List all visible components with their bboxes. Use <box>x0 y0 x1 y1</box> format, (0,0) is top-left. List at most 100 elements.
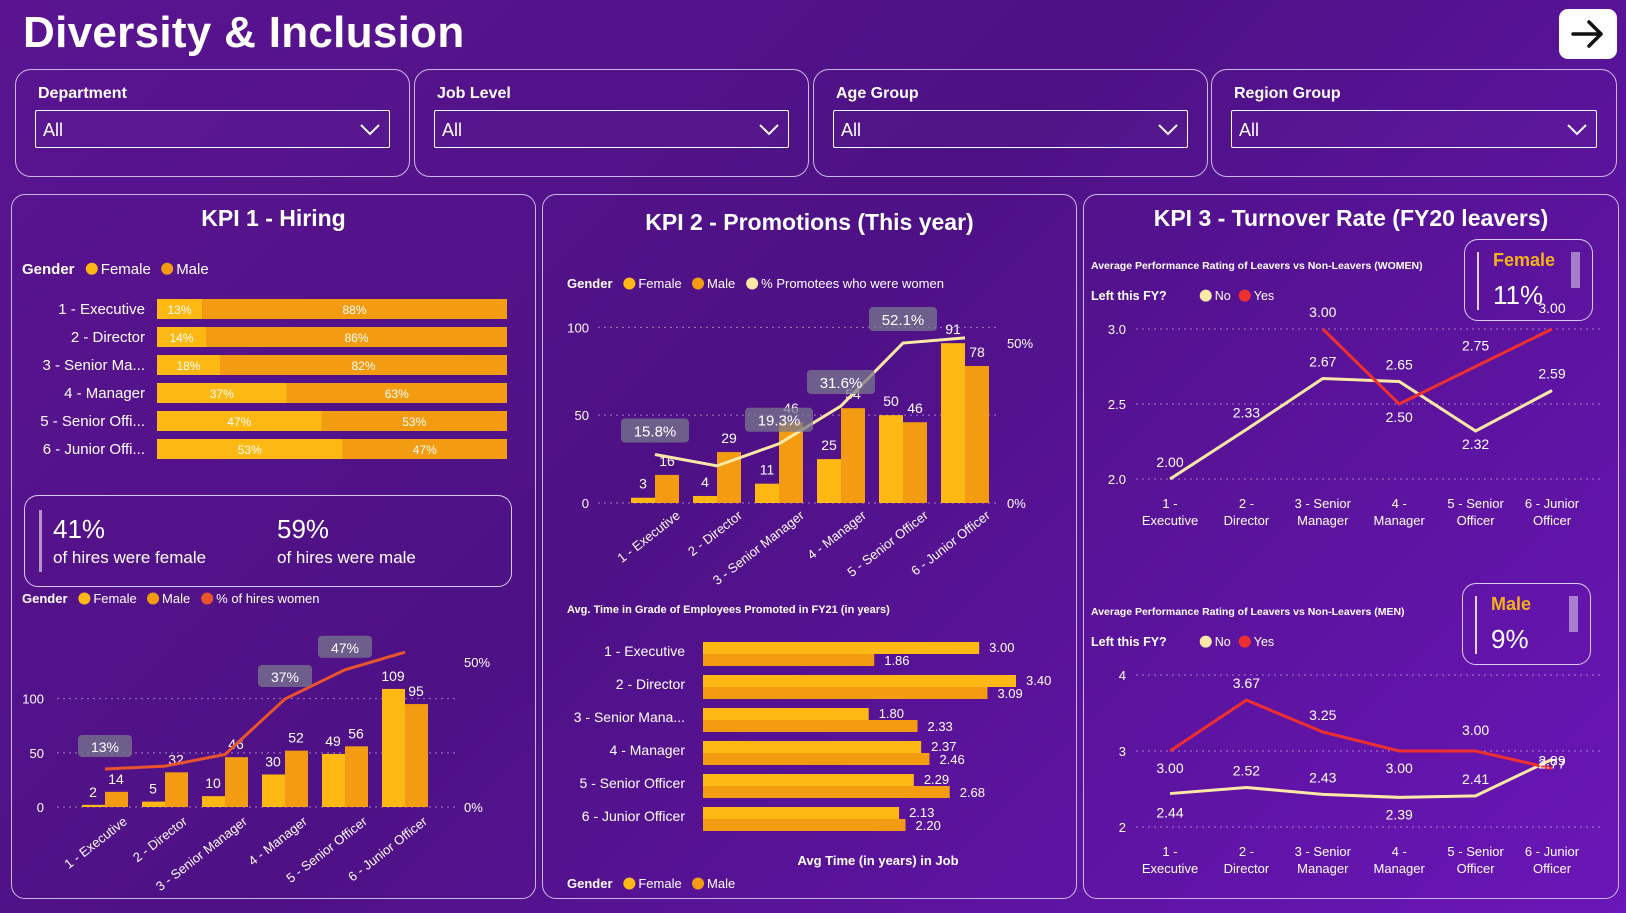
female-stacked-bar <box>157 299 203 319</box>
x-category-label: 4 - <box>1392 496 1407 511</box>
kpi1-top-legend-item: Male <box>176 261 209 278</box>
female-value-label: 4 <box>701 474 709 490</box>
y-tick-label: 0 <box>582 496 589 511</box>
accent-bar <box>1477 252 1479 310</box>
male-tig-label: 2.68 <box>960 785 985 800</box>
region-group-slicer: Region Group All <box>1211 69 1617 177</box>
female-hires-bar <box>262 774 285 807</box>
stacked-category-label: 5 - Senior Offi... <box>40 413 145 430</box>
x-category-label: 1 - Executive <box>61 814 129 872</box>
female-value-label: 25 <box>821 437 837 453</box>
women-pct-label: 47% <box>331 640 359 656</box>
male-stacked-bar <box>342 439 507 459</box>
male-pct-label: 88% <box>343 303 367 317</box>
kpi2-top-legend-item: % Promotees who were women <box>761 276 944 291</box>
kpi2-charts: Gender Female Male % Promotees who were wom… <box>567 276 1051 891</box>
stacked-category-label: 2 - Director <box>71 329 145 346</box>
women-no-label: 2.33 <box>1233 405 1260 421</box>
male-tig-bar <box>703 819 906 831</box>
kpi1-bottom-legend-title: Gender <box>22 591 68 606</box>
slicer-label: Age Group <box>836 85 919 102</box>
female-hire-text: of hires were female <box>53 548 207 567</box>
promotees-pct-label: 31.6% <box>820 375 863 392</box>
age-group-dropdown[interactable]: All <box>833 110 1188 148</box>
x-category-label: 3 - Senior <box>1295 844 1352 859</box>
female-value-label: 49 <box>325 733 341 749</box>
kpi2-title: KPI 2 - Promotions (This year) <box>645 209 974 235</box>
x-category-label: Officer <box>1457 513 1496 528</box>
male-hires-bar <box>165 772 188 807</box>
y-tick-label: 2.0 <box>1108 472 1126 487</box>
women-pct-line <box>104 650 406 771</box>
kpi3-turnover-panel: KPI 3 - Turnover Rate (FY20 leavers) Ave… <box>1083 194 1619 899</box>
female-hires-bar <box>202 796 225 807</box>
kpi1-charts: Gender Female Male 1 - Executive 13% 88% 2 - D… <box>22 261 507 894</box>
region-group-dropdown[interactable]: All <box>1231 110 1597 148</box>
kpi1-top-legend-marker <box>161 262 174 275</box>
chevron-down-icon <box>759 124 779 136</box>
chevron-down-icon <box>360 124 380 136</box>
men-no-label: 2.89 <box>1538 752 1565 768</box>
male-tig-bar <box>703 720 918 732</box>
x-category-label: Manager <box>1297 513 1349 528</box>
male-hires-bar <box>345 746 368 807</box>
male-tig-label: 2.20 <box>916 818 941 833</box>
promotees-pct-label: 15.8% <box>634 423 677 440</box>
women-rating-legend-item: No <box>1215 289 1231 303</box>
kpi2-top-legend-title: Gender <box>567 276 613 291</box>
male-tig-bar <box>703 687 988 699</box>
x-category-label: 6 - Junior <box>1525 496 1580 511</box>
female-tig-bar <box>703 774 914 786</box>
women-rating-no-line <box>1169 376 1553 481</box>
female-pct-label: 37% <box>210 387 234 401</box>
women-yes-label: 3.00 <box>1538 300 1565 316</box>
female-tig-label: 2.13 <box>909 805 934 820</box>
male-tig-bar <box>703 654 875 666</box>
tig-category-label: 6 - Junior Officer <box>582 808 686 824</box>
female-pct-label: 53% <box>238 443 262 457</box>
women-no-label: 2.65 <box>1386 357 1413 373</box>
x-category-label: 1 - <box>1162 496 1177 511</box>
women-pct-label: 13% <box>91 739 119 755</box>
male-pct-label: 82% <box>351 359 375 373</box>
kpi1-bottom-legend-item: Female <box>93 591 136 606</box>
x-category-label: 1 - <box>1162 844 1177 859</box>
x-category-label: 2 - Director <box>130 813 190 865</box>
kpi2-bottom-legend-marker <box>623 877 636 890</box>
female-promo-bar <box>693 495 717 503</box>
male-tig-label: 2.46 <box>939 752 964 767</box>
men-yes-label: 3.00 <box>1386 760 1413 776</box>
women-yes-label: 3.00 <box>1309 304 1336 320</box>
x-category-label: 5 - Senior <box>1447 496 1504 511</box>
men-rating-legend-title: Left this FY? <box>1091 635 1167 649</box>
pct-label-box <box>318 635 372 658</box>
y2-tick-label: 50% <box>1007 336 1033 351</box>
x-category-label: Manager <box>1374 513 1426 528</box>
male-promo-bar <box>903 422 927 503</box>
job-level-dropdown[interactable]: All <box>434 110 789 148</box>
male-value-label: 29 <box>721 430 737 446</box>
kpi3-charts: Average Performance Rating of Leavers vs… <box>1091 260 1604 876</box>
next-page-button[interactable] <box>1559 9 1617 59</box>
kpi2-bottom-legend-item: Male <box>707 876 735 891</box>
men-yes-label: 3.00 <box>1156 760 1183 776</box>
x-category-label: 2 - <box>1239 844 1254 859</box>
female-tig-label: 2.29 <box>924 772 949 787</box>
pct-label-box <box>621 418 689 443</box>
male-value-label: 95 <box>408 683 424 699</box>
tig-category-label: 3 - Senior Mana... <box>574 709 685 725</box>
female-hires-bar <box>142 801 165 807</box>
male-pct-label: 53% <box>402 415 426 429</box>
male-tig-label: 2.33 <box>927 719 952 734</box>
female-value-label: 3 <box>639 476 647 492</box>
y-tick-label: 100 <box>22 692 44 707</box>
tig-category-label: 2 - Director <box>616 676 686 692</box>
x-category-label: 3 - Senior <box>1295 496 1352 511</box>
male-turnover-label: Male <box>1491 594 1532 614</box>
female-turnover-card: Female 11% <box>1464 239 1593 321</box>
kpi2-bottom-legend-marker <box>692 877 705 890</box>
female-tig-bar <box>703 708 869 720</box>
department-dropdown[interactable]: All <box>35 110 390 148</box>
x-category-label: Officer <box>1533 513 1572 528</box>
male-tig-label: 1.86 <box>884 653 909 668</box>
